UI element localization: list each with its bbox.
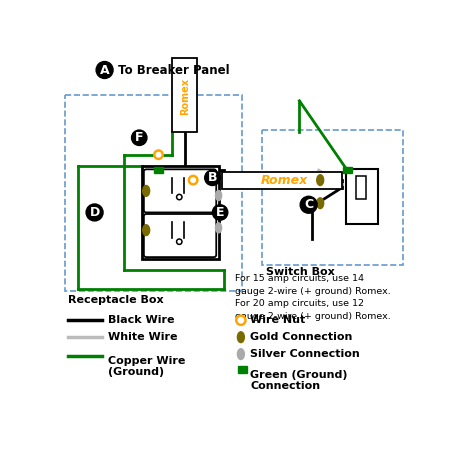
Text: Receptacle Box: Receptacle Box — [68, 295, 163, 305]
Text: F: F — [135, 131, 143, 144]
Bar — [172, 58, 197, 131]
Text: To Breaker Panel: To Breaker Panel — [119, 64, 230, 76]
Ellipse shape — [215, 191, 222, 201]
Text: White Wire: White Wire — [108, 332, 177, 342]
Bar — [172, 58, 197, 131]
Circle shape — [236, 316, 245, 325]
Text: A: A — [100, 64, 109, 76]
Text: Silver Connection: Silver Connection — [250, 349, 360, 359]
FancyBboxPatch shape — [144, 214, 216, 257]
Circle shape — [96, 61, 113, 78]
Text: Green (Ground)
Connection: Green (Ground) Connection — [250, 369, 348, 391]
Ellipse shape — [215, 223, 222, 233]
Bar — [356, 176, 365, 199]
Circle shape — [131, 130, 147, 146]
Ellipse shape — [317, 198, 324, 208]
Circle shape — [189, 176, 197, 184]
Circle shape — [154, 151, 163, 159]
Text: D: D — [89, 206, 100, 219]
Ellipse shape — [237, 349, 245, 359]
Text: Wire Nut: Wire Nut — [250, 315, 305, 325]
Text: B: B — [207, 171, 217, 184]
Text: E: E — [216, 206, 224, 219]
Ellipse shape — [143, 225, 150, 236]
FancyBboxPatch shape — [144, 169, 216, 212]
Circle shape — [205, 170, 220, 186]
Text: Copper Wire
(Ground): Copper Wire (Ground) — [108, 356, 185, 377]
Bar — [343, 167, 352, 173]
Bar — [262, 130, 403, 265]
Text: Gold Connection: Gold Connection — [250, 332, 353, 342]
Bar — [346, 168, 378, 224]
Bar — [142, 166, 218, 258]
Ellipse shape — [143, 186, 150, 196]
Text: C: C — [304, 198, 313, 211]
Circle shape — [86, 204, 103, 221]
Circle shape — [213, 205, 228, 220]
Bar — [238, 366, 247, 373]
Text: Switch Box: Switch Box — [266, 267, 335, 277]
Bar — [154, 167, 163, 173]
Ellipse shape — [317, 175, 324, 186]
Text: Romex: Romex — [261, 174, 308, 187]
Circle shape — [300, 196, 317, 213]
Bar — [65, 95, 242, 291]
Bar — [223, 172, 342, 188]
Text: Romex: Romex — [180, 78, 190, 116]
Text: Black Wire: Black Wire — [108, 315, 174, 325]
Text: For 15 amp circuits, use 14
gauge 2-wire (+ ground) Romex.
For 20 amp circuits, : For 15 amp circuits, use 14 gauge 2-wire… — [235, 274, 391, 321]
Ellipse shape — [237, 332, 245, 343]
